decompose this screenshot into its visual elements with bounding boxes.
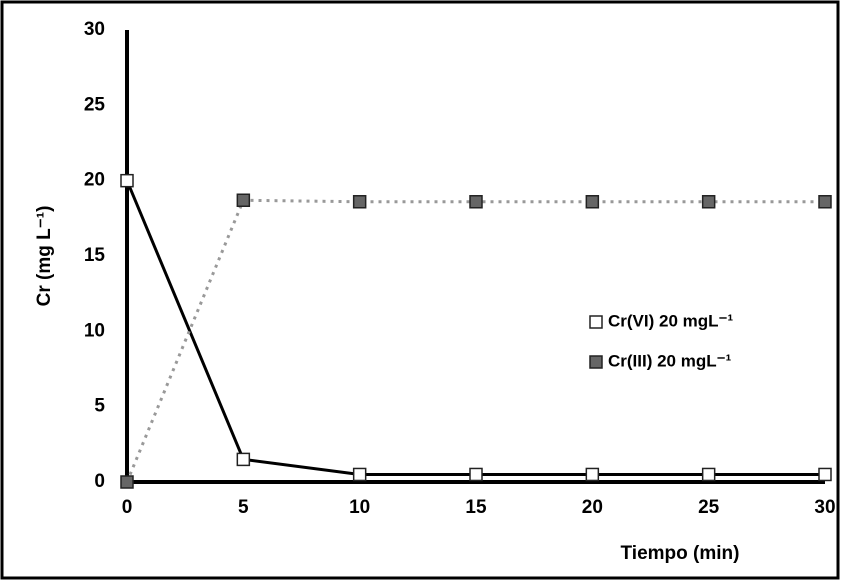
y-tick-label: 15 bbox=[84, 245, 106, 266]
y-tick-label: 20 bbox=[84, 170, 105, 191]
legend-label: Cr(VI) 20 mgL⁻¹ bbox=[608, 311, 733, 330]
marker bbox=[585, 467, 600, 482]
y-tick-label: 25 bbox=[84, 94, 106, 115]
x-tick-label: 30 bbox=[814, 497, 835, 518]
x-tick-label: 5 bbox=[238, 497, 249, 518]
legend-label: Cr(III) 20 mgL⁻¹ bbox=[608, 351, 732, 370]
x-axis-label: Tiempo (min) bbox=[621, 543, 740, 564]
y-axis-label: Cr (mg L⁻¹) bbox=[34, 206, 55, 307]
marker bbox=[352, 195, 367, 209]
y-tick-label: 30 bbox=[84, 19, 105, 40]
legend-swatch bbox=[589, 315, 603, 329]
marker bbox=[818, 195, 832, 209]
marker bbox=[236, 452, 251, 467]
x-tick-label: 15 bbox=[465, 497, 487, 518]
x-tick-label: 20 bbox=[582, 497, 603, 518]
marker bbox=[236, 193, 251, 208]
x-tick-label: 25 bbox=[698, 497, 720, 518]
marker bbox=[120, 475, 134, 489]
marker bbox=[352, 467, 367, 482]
marker bbox=[818, 467, 832, 482]
y-tick-label: 10 bbox=[84, 320, 105, 341]
marker bbox=[585, 195, 600, 209]
marker bbox=[701, 195, 716, 209]
legend-swatch bbox=[589, 355, 603, 369]
marker bbox=[701, 467, 716, 482]
x-tick-label: 10 bbox=[349, 497, 370, 518]
y-tick-label: 5 bbox=[94, 396, 105, 417]
y-tick-label: 0 bbox=[94, 471, 105, 492]
marker bbox=[469, 467, 483, 482]
marker bbox=[469, 195, 483, 209]
x-tick-label: 0 bbox=[122, 497, 133, 518]
marker bbox=[120, 173, 134, 188]
